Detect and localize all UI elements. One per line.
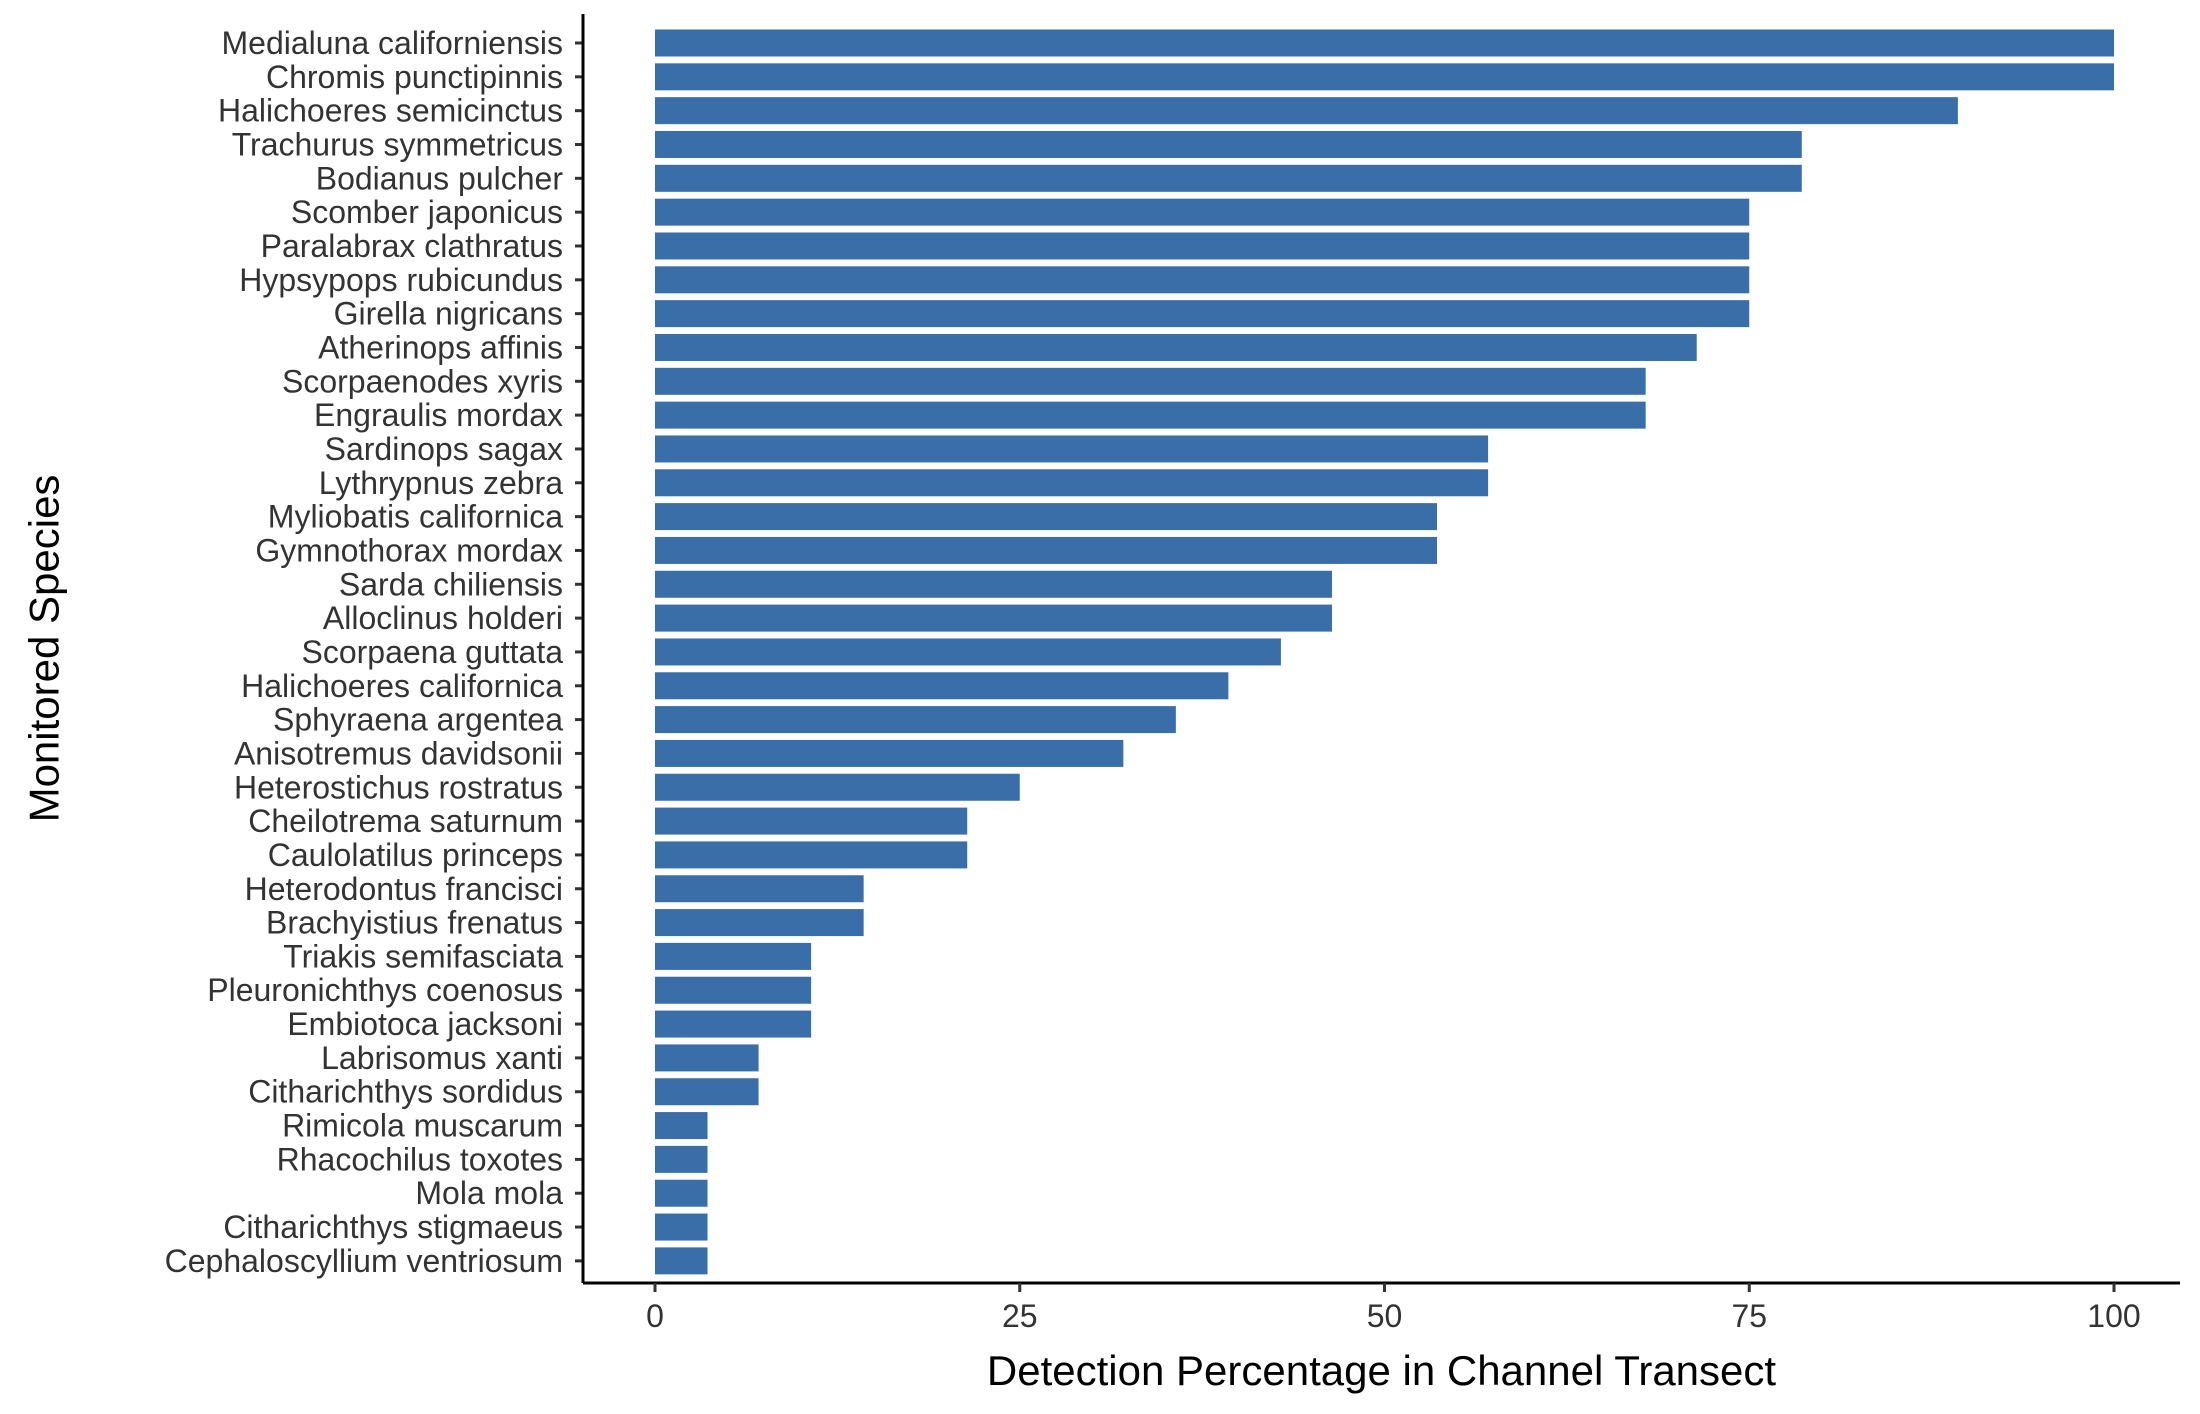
y-tick-label: Citharichthys stigmaeus: [223, 1209, 563, 1245]
y-tick-label: Rimicola muscarum: [282, 1108, 563, 1144]
y-tick-label: Scorpaena guttata: [301, 634, 563, 670]
x-axis-title: Detection Percentage in Channel Transect: [987, 1347, 1776, 1394]
bar: [655, 1078, 759, 1106]
y-tick-label: Mola mola: [415, 1175, 563, 1211]
bar: [655, 503, 1438, 531]
y-tick-label: Caulolatilus princeps: [268, 837, 563, 873]
bar: [655, 367, 1646, 395]
y-tick-label: Myliobatis californica: [268, 499, 563, 535]
y-tick-label: Cheilotrema saturnum: [248, 803, 563, 839]
bar: [655, 1213, 708, 1241]
bar: [655, 536, 1438, 564]
y-tick-label: Sarda chiliensis: [339, 566, 563, 602]
x-tick-label: 0: [646, 1298, 664, 1334]
x-axis: 0 25 50 75 100: [583, 1281, 2180, 1334]
bar: [655, 773, 1020, 801]
y-tick-label: Heterodontus francisci: [245, 871, 563, 907]
bar: [655, 333, 1697, 361]
y-tick-label: Trachurus symmetricus: [232, 126, 563, 162]
y-tick-label: Labrisomus xanti: [321, 1040, 563, 1076]
x-tick-label: 25: [1002, 1298, 1038, 1334]
y-tick-label: Triakis semifasciata: [283, 938, 563, 974]
y-tick-label: Girella nigricans: [334, 296, 563, 332]
y-tick-label: Chromis punctipinnis: [266, 59, 563, 95]
y-tick-label: Pleuronichthys coenosus: [207, 972, 563, 1008]
y-tick-label: Cephaloscyllium ventriosum: [165, 1243, 563, 1279]
bar: [655, 198, 1750, 226]
bar: [655, 570, 1332, 598]
bar: [655, 401, 1646, 429]
bar: [655, 1145, 708, 1173]
bar: [655, 1010, 812, 1038]
bar: [655, 469, 1489, 497]
y-tick-label: Engraulis mordax: [314, 397, 563, 433]
x-tick-label: 50: [1367, 1298, 1403, 1334]
y-tick-label: Sardinops sagax: [325, 431, 563, 467]
bar: [655, 435, 1489, 463]
y-tick-label: Anisotremus davidsonii: [234, 735, 563, 771]
bar: [655, 976, 812, 1004]
x-tick-label: 100: [2087, 1298, 2140, 1334]
y-tick-label: Medialuna californiensis: [221, 25, 563, 61]
bar: [655, 1247, 708, 1275]
y-tick-label: Scomber japonicus: [291, 194, 563, 230]
y-tick-label: Halichoeres semicinctus: [218, 93, 563, 129]
bar: [655, 130, 1802, 158]
y-tick-label: Heterostichus rostratus: [234, 769, 563, 805]
y-tick-label: Lythrypnus zebra: [319, 465, 563, 501]
bar: [655, 739, 1124, 767]
bar: [655, 706, 1176, 734]
y-tick-label: Scorpaenodes xyris: [282, 363, 563, 399]
y-tick-label: Sphyraena argentea: [273, 702, 563, 738]
bar: [655, 672, 1229, 700]
y-tick-label: Paralabrax clathratus: [261, 228, 563, 264]
y-tick-label: Embiotoca jacksoni: [287, 1006, 563, 1042]
bar: [655, 1112, 708, 1140]
bar: [655, 841, 968, 869]
y-tick-label: Brachyistius frenatus: [266, 905, 563, 941]
bar: [655, 875, 864, 903]
bar: [655, 63, 2114, 91]
bar: [655, 807, 968, 835]
bar: [655, 942, 812, 970]
x-tick-label: 75: [1731, 1298, 1767, 1334]
bar: [655, 266, 1750, 294]
bar: [655, 1179, 708, 1207]
y-tick-label: Halichoeres californica: [241, 668, 563, 704]
y-tick-label: Gymnothorax mordax: [255, 532, 563, 568]
bars-layer: [655, 29, 2114, 1275]
y-tick-label: Alloclinus holderi: [323, 600, 563, 636]
bar: [655, 909, 864, 937]
y-tick-label: Citharichthys sordidus: [248, 1074, 563, 1110]
bar: [655, 29, 2114, 57]
bar: [655, 300, 1750, 328]
bar: [655, 164, 1802, 192]
bar: [655, 638, 1281, 666]
y-tick-label: Atherinops affinis: [318, 329, 563, 365]
y-tick-label: Bodianus pulcher: [316, 160, 564, 196]
bar: [655, 604, 1332, 632]
bar: [655, 97, 1958, 125]
bar: [655, 1044, 759, 1072]
y-tick-label: Hypsypops rubicundus: [239, 262, 563, 298]
y-axis-title: Monitored Species: [21, 475, 68, 823]
y-tick-label: Rhacochilus toxotes: [277, 1141, 563, 1177]
bar: [655, 232, 1750, 260]
